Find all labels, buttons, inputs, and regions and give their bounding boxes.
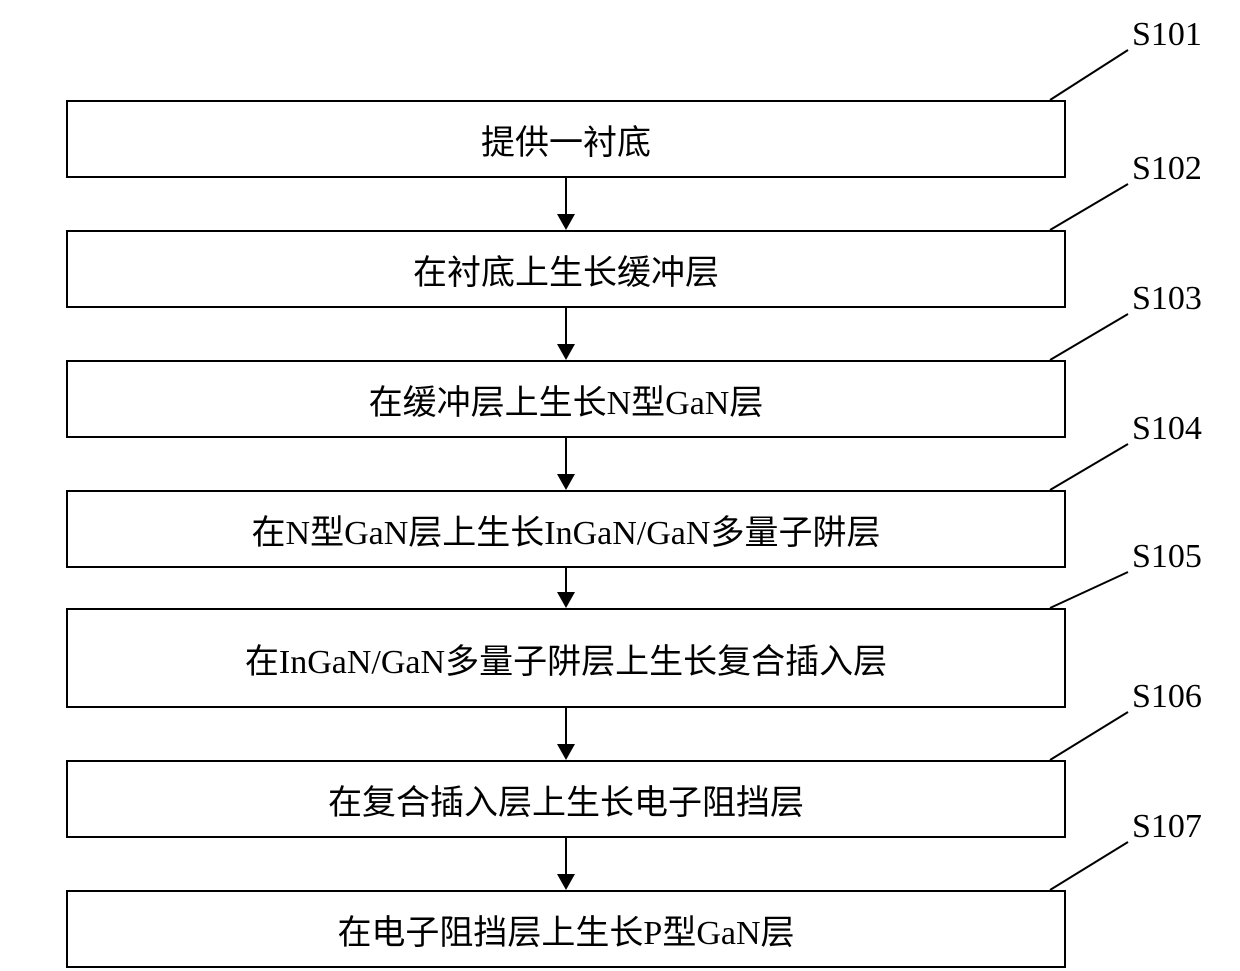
flowchart-step-label: S107 <box>1132 808 1202 846</box>
flowchart-leader-line <box>1048 570 1130 610</box>
flowchart-step-text: 提供一衬底 <box>481 115 651 164</box>
flowchart-step-label: S106 <box>1132 678 1202 716</box>
flowchart-leader-line <box>1048 840 1130 892</box>
flowchart-arrow <box>548 708 584 760</box>
flowchart-step-text: 在电子阻挡层上生长P型GaN层 <box>337 905 794 954</box>
flowchart-step-box: 提供一衬底 <box>66 100 1066 178</box>
flowchart-step-text: 在InGaN/GaN多量子阱层上生长复合插入层 <box>245 634 887 683</box>
flowchart-step-box: 在电子阻挡层上生长P型GaN层 <box>66 890 1066 968</box>
flowchart-step-text: 在衬底上生长缓冲层 <box>413 245 719 294</box>
flowchart-step-box: 在N型GaN层上生长InGaN/GaN多量子阱层 <box>66 490 1066 568</box>
flowchart-arrow <box>548 568 584 608</box>
flowchart-leader-line <box>1048 710 1130 762</box>
flowchart-step-label: S105 <box>1132 538 1202 576</box>
flowchart-step-label: S101 <box>1132 16 1202 54</box>
flowchart-leader-line <box>1048 48 1130 102</box>
flowchart-leader-line <box>1048 312 1130 362</box>
flowchart-step-box: 在衬底上生长缓冲层 <box>66 230 1066 308</box>
flowchart-arrow <box>548 438 584 490</box>
flowchart-step-box: 在缓冲层上生长N型GaN层 <box>66 360 1066 438</box>
flowchart-canvas: 提供一衬底 S101 在衬底上生长缓冲层 S102 在缓冲层上生长N型GaN层 S103 在… <box>0 0 1240 971</box>
flowchart-leader-line <box>1048 442 1130 492</box>
flowchart-step-label: S103 <box>1132 280 1202 318</box>
flowchart-leader-line <box>1048 182 1130 232</box>
flowchart-arrow <box>548 308 584 360</box>
flowchart-step-text: 在缓冲层上生长N型GaN层 <box>369 375 764 424</box>
flowchart-step-label: S104 <box>1132 410 1202 448</box>
flowchart-arrow <box>548 178 584 230</box>
flowchart-step-box: 在复合插入层上生长电子阻挡层 <box>66 760 1066 838</box>
flowchart-step-text: 在复合插入层上生长电子阻挡层 <box>328 775 804 824</box>
flowchart-arrow <box>548 838 584 890</box>
flowchart-step-box: 在InGaN/GaN多量子阱层上生长复合插入层 <box>66 608 1066 708</box>
flowchart-step-label: S102 <box>1132 150 1202 188</box>
flowchart-step-text: 在N型GaN层上生长InGaN/GaN多量子阱层 <box>252 505 881 554</box>
